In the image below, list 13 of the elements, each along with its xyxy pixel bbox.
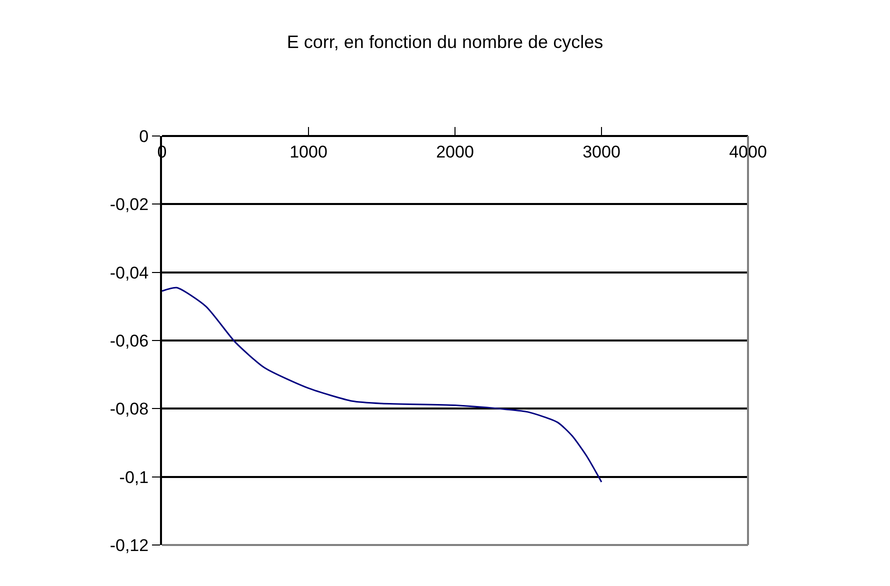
y-tick-label: -0,04 bbox=[110, 263, 149, 282]
x-tick-label: 1000 bbox=[290, 142, 328, 162]
y-tick-label: -0,12 bbox=[110, 536, 149, 555]
line-series bbox=[162, 286, 602, 483]
y-tick-label: -0,02 bbox=[110, 195, 149, 214]
chart-title: E corr, en fonction du nombre de cycles bbox=[286, 32, 604, 52]
y-tick-label: -0,06 bbox=[110, 331, 149, 350]
x-tick-label: 4000 bbox=[729, 142, 767, 162]
y-tick-label: -0,1 bbox=[119, 468, 149, 487]
x-tick-label: 3000 bbox=[582, 142, 620, 162]
y-tick-label: 0 bbox=[139, 126, 149, 146]
y-tick-label: -0,08 bbox=[110, 400, 149, 419]
x-tick-label: 2000 bbox=[436, 142, 474, 162]
